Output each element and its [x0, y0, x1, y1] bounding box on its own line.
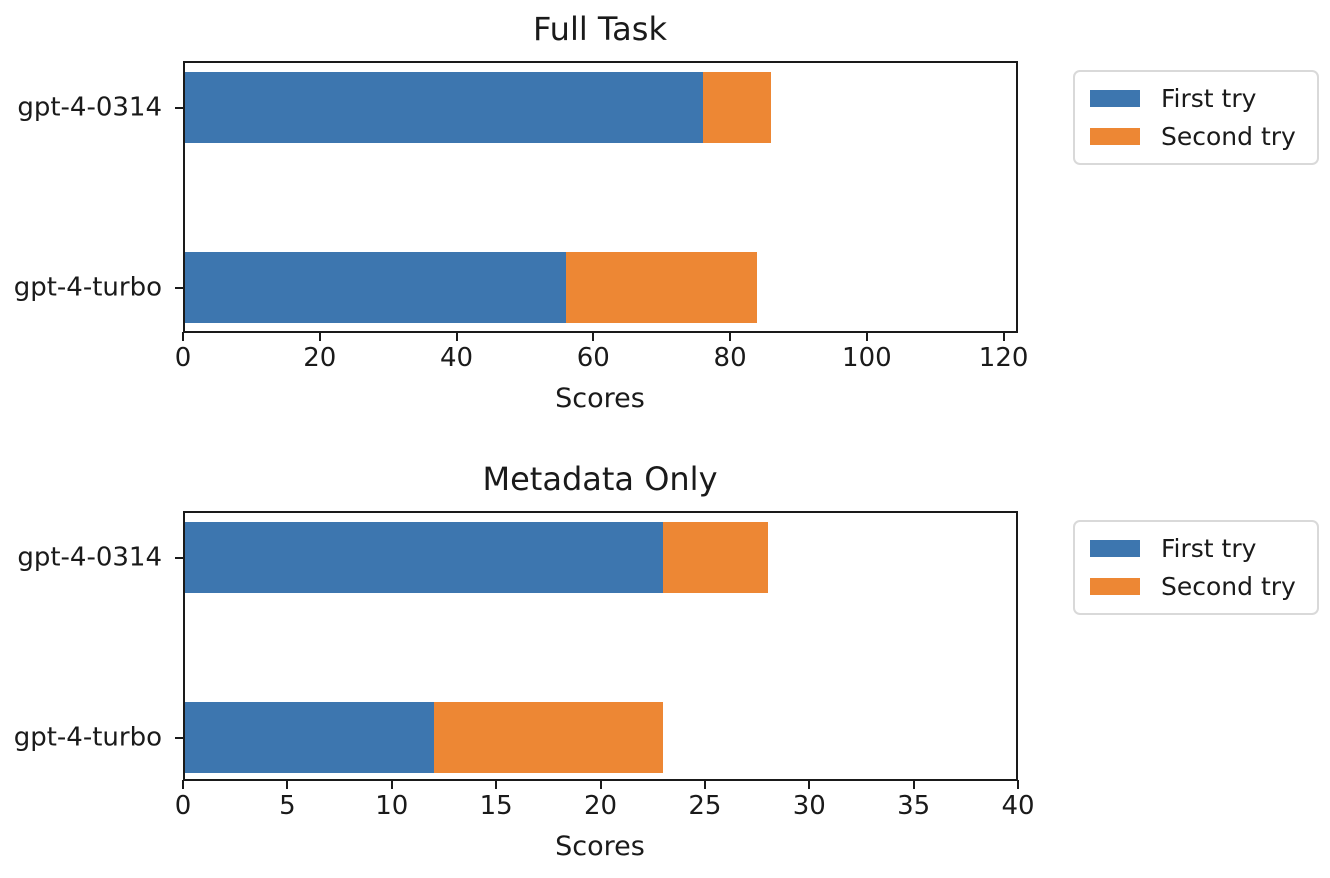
legend-item: First try [1090, 535, 1307, 563]
bar-segment-first-try [183, 702, 434, 773]
legend-box: First try Second try [1073, 70, 1319, 165]
x-tick-label: 40 [439, 343, 474, 373]
x-tick-mark [912, 780, 915, 789]
x-tick-mark [808, 780, 811, 789]
x-tick-label: 40 [1001, 791, 1035, 821]
legend-label: Second try [1161, 571, 1296, 601]
x-tick-label: 35 [897, 791, 931, 821]
x-tick-label: 15 [479, 791, 513, 821]
y-tick-mark [175, 106, 184, 109]
x-tick-mark [390, 780, 393, 789]
category-label: gpt-4-turbo [13, 272, 162, 303]
axes-frame [183, 511, 1018, 781]
y-tick-mark [175, 736, 184, 739]
bar-segment-first-try [183, 522, 664, 593]
chart-title: Full Task [533, 10, 667, 48]
legend-item: First try [1090, 85, 1307, 113]
x-tick-mark [1002, 332, 1005, 341]
legend-label: First try [1161, 534, 1257, 563]
legend-swatch-icon [1090, 540, 1140, 558]
axes-background [183, 61, 1018, 333]
legend-label: Second try [1161, 121, 1296, 151]
x-tick-mark [286, 780, 289, 789]
x-tick-label: 80 [713, 343, 747, 373]
legend-item: Second try [1090, 121, 1307, 151]
x-tick-mark [703, 780, 706, 789]
x-tick-mark [495, 780, 498, 789]
legend-swatch-icon [1090, 577, 1140, 595]
legend-box: First try Second try [1073, 520, 1319, 615]
x-axis-label: Scores [555, 383, 645, 414]
x-tick-label: 100 [842, 343, 892, 373]
x-tick-label: 0 [174, 343, 192, 373]
legend-swatch-icon [1090, 90, 1140, 108]
y-tick-mark [175, 556, 184, 559]
axes-background [183, 511, 1018, 781]
x-tick-label: 0 [174, 791, 192, 821]
x-tick-mark [729, 332, 732, 341]
legend-swatch-icon [1090, 127, 1140, 145]
x-tick-label: 120 [978, 343, 1029, 373]
x-tick-mark [182, 780, 184, 789]
x-tick-mark [455, 332, 458, 341]
x-axis-label: Scores [555, 831, 645, 862]
chart-title: Metadata Only [482, 460, 718, 498]
x-tick-label: 20 [583, 791, 618, 821]
legend-label: First try [1161, 84, 1257, 113]
bar-segment-second-try [663, 522, 768, 593]
category-label: gpt-4-turbo [13, 722, 162, 753]
bar-segment-second-try [702, 72, 772, 143]
x-tick-mark [599, 780, 602, 789]
x-tick-mark [1017, 780, 1019, 789]
x-tick-label: 10 [375, 791, 409, 821]
bar-segment-second-try [433, 702, 664, 773]
x-tick-label: 5 [279, 791, 296, 821]
x-tick-label: 25 [688, 791, 722, 821]
category-label: gpt-4-0314 [17, 542, 162, 573]
bar-segment-first-try [183, 252, 566, 323]
axes-frame [183, 61, 1018, 333]
legend-item: Second try [1090, 571, 1307, 601]
x-tick-mark [318, 332, 321, 341]
category-label: gpt-4-0314 [17, 92, 162, 123]
x-tick-mark [182, 332, 184, 341]
x-tick-label: 60 [576, 343, 610, 373]
x-tick-label: 30 [792, 791, 826, 821]
y-tick-mark [175, 286, 184, 289]
x-tick-mark [865, 332, 868, 341]
x-tick-label: 20 [303, 343, 337, 373]
x-tick-mark [592, 332, 595, 341]
bar-segment-first-try [183, 72, 703, 143]
bar-segment-second-try [565, 252, 758, 323]
